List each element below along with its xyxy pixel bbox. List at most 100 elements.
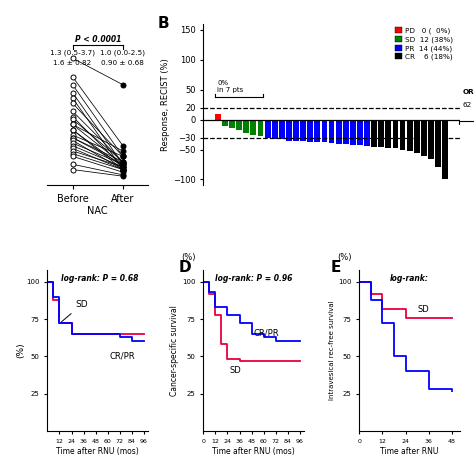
Point xyxy=(69,137,76,144)
Text: SD: SD xyxy=(62,300,88,322)
Point xyxy=(69,73,76,81)
Point xyxy=(119,168,127,176)
Text: OR: OR xyxy=(462,89,474,95)
Bar xyxy=(421,119,427,155)
Bar xyxy=(328,119,335,143)
Text: SD: SD xyxy=(417,304,429,313)
Bar xyxy=(357,119,363,146)
Point xyxy=(119,81,127,89)
X-axis label: Time after RNU: Time after RNU xyxy=(380,447,438,456)
Bar xyxy=(314,119,320,142)
Bar xyxy=(343,119,349,144)
Point xyxy=(119,161,127,168)
Bar xyxy=(364,119,370,146)
Bar xyxy=(336,119,342,144)
Point xyxy=(119,158,127,165)
Text: B: B xyxy=(157,16,169,31)
Bar xyxy=(229,119,235,128)
Point xyxy=(119,163,127,171)
Point xyxy=(69,126,76,134)
Bar xyxy=(215,114,221,119)
Y-axis label: Cancer-specific survival: Cancer-specific survival xyxy=(170,305,179,396)
Point xyxy=(69,139,76,147)
Text: 1.3 (0.5-3.7): 1.3 (0.5-3.7) xyxy=(50,49,95,56)
Point xyxy=(69,126,76,134)
Text: D: D xyxy=(178,260,191,275)
Text: 0.90 ± 0.68: 0.90 ± 0.68 xyxy=(101,60,144,66)
Text: (%): (%) xyxy=(181,253,196,262)
Bar xyxy=(264,119,271,137)
Point xyxy=(69,100,76,107)
Point xyxy=(69,121,76,128)
Bar xyxy=(385,119,392,148)
Point xyxy=(69,134,76,142)
Point xyxy=(69,108,76,115)
Point xyxy=(69,134,76,142)
Bar xyxy=(435,119,441,167)
Point xyxy=(119,147,127,155)
Point xyxy=(69,153,76,160)
Point xyxy=(119,161,127,168)
Point xyxy=(69,161,76,168)
Bar xyxy=(293,119,299,140)
Bar xyxy=(414,119,419,153)
Bar xyxy=(442,119,448,180)
Bar xyxy=(250,119,256,135)
X-axis label: Time after RNU (mos): Time after RNU (mos) xyxy=(56,447,139,456)
Bar xyxy=(371,119,377,146)
Bar xyxy=(279,119,285,139)
Point xyxy=(69,131,76,139)
Point xyxy=(119,153,127,160)
Point xyxy=(69,150,76,157)
Bar xyxy=(392,119,398,148)
Point xyxy=(119,153,127,160)
Point xyxy=(119,161,127,168)
Bar xyxy=(350,119,356,145)
Point xyxy=(69,115,76,123)
Text: log-rank: P = 0.68: log-rank: P = 0.68 xyxy=(61,274,138,283)
Text: 62: 62 xyxy=(462,101,472,108)
Text: 1.0 (0.0-2.5): 1.0 (0.0-2.5) xyxy=(100,49,146,56)
Point xyxy=(69,166,76,173)
Bar xyxy=(307,119,313,142)
Bar xyxy=(428,119,434,158)
Bar xyxy=(286,119,292,140)
Bar xyxy=(257,119,264,137)
Point xyxy=(69,55,76,62)
Bar xyxy=(272,119,278,139)
Point xyxy=(69,113,76,120)
Bar xyxy=(378,119,384,147)
Point xyxy=(119,163,127,171)
X-axis label: NAC: NAC xyxy=(87,206,108,216)
Text: 0%
in 7 pts: 0% in 7 pts xyxy=(217,80,244,92)
Point xyxy=(69,147,76,155)
Point xyxy=(69,145,76,152)
Text: (%): (%) xyxy=(337,253,352,262)
Bar xyxy=(236,119,242,130)
Point xyxy=(119,161,127,168)
Bar xyxy=(222,119,228,126)
Point xyxy=(69,94,76,102)
Point xyxy=(119,166,127,173)
Y-axis label: Response, RECIST (%): Response, RECIST (%) xyxy=(161,58,170,151)
Point xyxy=(119,153,127,160)
Point xyxy=(69,89,76,96)
Point xyxy=(119,166,127,173)
Text: P < 0.0001: P < 0.0001 xyxy=(74,35,121,44)
Bar xyxy=(300,119,306,141)
X-axis label: Time after RNU (mos): Time after RNU (mos) xyxy=(212,447,295,456)
Point xyxy=(119,163,127,171)
Text: log-rank: P = 0.96: log-rank: P = 0.96 xyxy=(215,274,292,283)
Point xyxy=(119,171,127,179)
Bar xyxy=(400,119,405,149)
Point xyxy=(69,142,76,149)
Text: CR/PR: CR/PR xyxy=(254,328,279,337)
Point xyxy=(119,163,127,171)
Point xyxy=(119,142,127,149)
Point xyxy=(119,166,127,173)
Point xyxy=(69,81,76,89)
Text: CR/PR: CR/PR xyxy=(110,352,136,361)
Point xyxy=(69,121,76,128)
Bar xyxy=(243,119,249,133)
Point xyxy=(119,158,127,165)
